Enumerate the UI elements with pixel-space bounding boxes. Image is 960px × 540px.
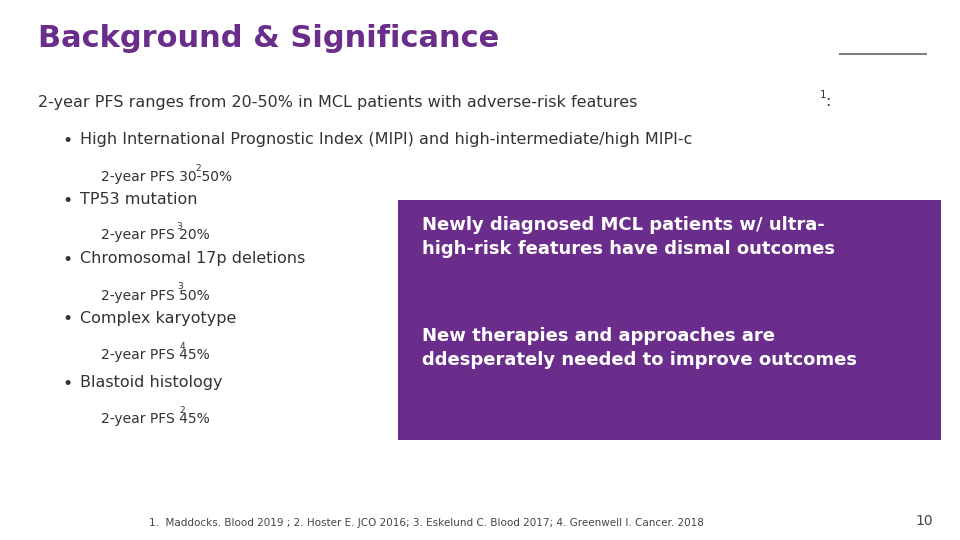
Text: New therapies and approaches are
ddesperately needed to improve outcomes: New therapies and approaches are ddesper…	[422, 327, 857, 369]
Text: High International Prognostic Index (MIPI) and high-intermediate/high MIPI-c: High International Prognostic Index (MIP…	[80, 132, 692, 147]
Text: •: •	[62, 132, 73, 150]
Text: 2-year PFS 45%: 2-year PFS 45%	[101, 412, 209, 426]
Text: :: :	[826, 94, 831, 110]
Text: 1: 1	[820, 90, 827, 100]
Text: TP53 mutation: TP53 mutation	[80, 192, 197, 207]
Text: 2-year PFS 30-50%: 2-year PFS 30-50%	[101, 170, 232, 184]
Text: 3: 3	[178, 282, 183, 292]
Text: Blastoid histology: Blastoid histology	[80, 375, 222, 390]
Text: 2-year PFS 45%: 2-year PFS 45%	[101, 348, 209, 362]
Text: 2-year PFS 50%: 2-year PFS 50%	[101, 289, 209, 303]
Text: •: •	[62, 310, 73, 328]
Text: Newly diagnosed MCL patients w/ ultra-
high-risk features have dismal outcomes: Newly diagnosed MCL patients w/ ultra- h…	[422, 216, 835, 259]
Text: •: •	[62, 251, 73, 269]
Text: •: •	[62, 375, 73, 393]
Text: •: •	[62, 192, 73, 210]
FancyBboxPatch shape	[398, 200, 941, 440]
Text: Chromosomal 17p deletions: Chromosomal 17p deletions	[80, 251, 305, 266]
Text: 2: 2	[180, 406, 185, 415]
Text: 2: 2	[195, 164, 201, 173]
Text: 10: 10	[916, 514, 933, 528]
Text: Complex karyotype: Complex karyotype	[80, 310, 236, 326]
Text: Background & Significance: Background & Significance	[38, 24, 499, 53]
Text: 3: 3	[177, 222, 182, 231]
Text: 1.  Maddocks. Blood 2019 ; 2. Hoster E. JCO 2016; 3. Eskelund C. Blood 2017; 4. : 1. Maddocks. Blood 2019 ; 2. Hoster E. J…	[149, 518, 704, 528]
Text: 2-year PFS 20%: 2-year PFS 20%	[101, 228, 209, 242]
Text: 4: 4	[180, 342, 185, 351]
Text: 2-year PFS ranges from 20-50% in MCL patients with adverse-risk features: 2-year PFS ranges from 20-50% in MCL pat…	[38, 94, 637, 110]
